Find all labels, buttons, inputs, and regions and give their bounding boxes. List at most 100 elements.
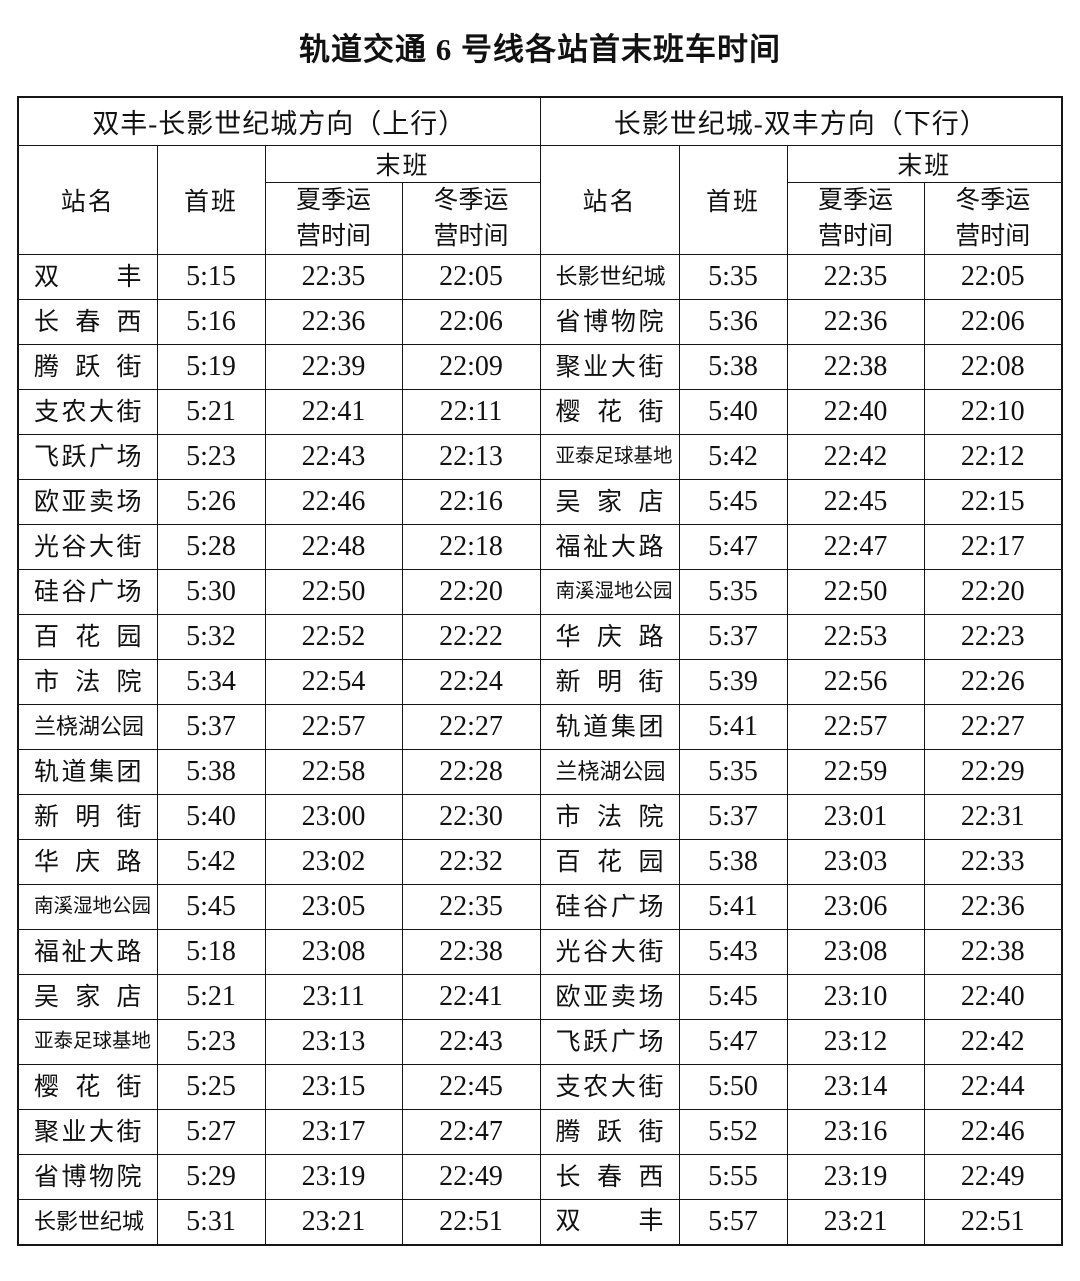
first-train-cell: 5:29 <box>156 1154 266 1200</box>
station-cell: 省博物院 <box>539 299 680 345</box>
winter-last-cell: 22:41 <box>401 974 541 1020</box>
first-train-cell: 5:55 <box>678 1154 788 1200</box>
summer-last-cell: 23:14 <box>786 1064 925 1110</box>
summer-last-cell: 22:54 <box>264 659 403 705</box>
winter-last-cell: 22:10 <box>923 389 1063 435</box>
table-row: 欧亚卖场 5:26 22:46 22:16 吴家店 5:45 22:45 22:15 <box>17 479 1063 525</box>
winter-last-cell: 22:05 <box>401 254 541 300</box>
winter-last-cell: 22:51 <box>923 1199 1063 1245</box>
station-cell: 支农大街 <box>17 389 158 435</box>
summer-last-cell: 22:46 <box>264 479 403 525</box>
first-train-cell: 5:52 <box>678 1109 788 1155</box>
direction-up-header: 双丰-长影世纪城方向（上行） <box>17 96 541 146</box>
winter-last-cell: 22:11 <box>401 389 541 435</box>
summer-last-cell: 23:06 <box>786 884 925 930</box>
winter-last-cell: 22:38 <box>401 929 541 975</box>
station-cell: 聚业大街 <box>539 344 680 390</box>
first-train-cell: 5:37 <box>678 614 788 660</box>
first-train-cell: 5:36 <box>678 299 788 345</box>
first-train-cell: 5:41 <box>678 884 788 930</box>
winter-last-cell: 22:46 <box>923 1109 1063 1155</box>
station-cell: 新明街 <box>539 659 680 705</box>
direction-down-header: 长影世纪城-双丰方向（下行） <box>539 96 1063 146</box>
winter-last-cell: 22:06 <box>923 299 1063 345</box>
station-cell: 樱花街 <box>17 1064 158 1110</box>
first-train-cell: 5:47 <box>678 524 788 570</box>
table-row: 百花园 5:32 22:52 22:22 华庆路 5:37 22:53 22:23 <box>17 614 1063 660</box>
winter-last-cell: 22:29 <box>923 749 1063 795</box>
station-cell: 飞跃广场 <box>539 1019 680 1065</box>
first-train-cell: 5:39 <box>678 659 788 705</box>
direction-header-row: 双丰-长影世纪城方向（上行） 长影世纪城-双丰方向（下行） <box>17 96 1063 146</box>
station-cell: 轨道集团 <box>17 749 158 795</box>
summer-last-cell: 23:19 <box>786 1154 925 1200</box>
summer-last-cell: 22:59 <box>786 749 925 795</box>
table-row: 新明街 5:40 23:00 22:30 市法院 5:37 23:01 22:31 <box>17 794 1063 840</box>
station-cell: 吴家店 <box>17 974 158 1020</box>
winter-last-cell: 22:27 <box>923 704 1063 750</box>
header-last-up: 末班 <box>264 145 541 183</box>
station-cell: 百花园 <box>539 839 680 885</box>
first-train-cell: 5:23 <box>156 1019 266 1065</box>
winter-last-cell: 22:20 <box>401 569 541 615</box>
station-cell: 双丰 <box>17 254 158 300</box>
winter-last-cell: 22:16 <box>401 479 541 525</box>
winter-last-cell: 22:13 <box>401 434 541 480</box>
summer-last-cell: 22:43 <box>264 434 403 480</box>
station-cell: 双丰 <box>539 1199 680 1245</box>
station-cell: 兰桡湖公园 <box>17 704 158 750</box>
station-cell: 市法院 <box>17 659 158 705</box>
header-summer-down: 夏季运营时间 <box>786 182 925 255</box>
summer-last-cell: 22:41 <box>264 389 403 435</box>
summer-last-cell: 23:11 <box>264 974 403 1020</box>
first-train-cell: 5:21 <box>156 389 266 435</box>
winter-last-cell: 22:44 <box>923 1064 1063 1110</box>
table-row: 福祉大路 5:18 23:08 22:38 光谷大街 5:43 23:08 22:38 <box>17 929 1063 975</box>
summer-last-cell: 22:58 <box>264 749 403 795</box>
first-train-cell: 5:42 <box>156 839 266 885</box>
first-train-cell: 5:19 <box>156 344 266 390</box>
winter-last-cell: 22:49 <box>401 1154 541 1200</box>
summer-last-cell: 22:57 <box>786 704 925 750</box>
summer-last-cell: 22:35 <box>786 254 925 300</box>
winter-last-cell: 22:45 <box>401 1064 541 1110</box>
first-train-cell: 5:40 <box>156 794 266 840</box>
first-train-cell: 5:50 <box>678 1064 788 1110</box>
winter-last-cell: 22:06 <box>401 299 541 345</box>
winter-last-cell: 22:08 <box>923 344 1063 390</box>
station-cell: 长影世纪城 <box>539 254 680 300</box>
header-station-up: 站名 <box>17 145 158 255</box>
summer-last-cell: 23:08 <box>786 929 925 975</box>
table-row: 光谷大街 5:28 22:48 22:18 福祉大路 5:47 22:47 22:17 <box>17 524 1063 570</box>
winter-last-cell: 22:18 <box>401 524 541 570</box>
station-cell: 亚泰足球基地 <box>539 434 680 480</box>
timetable: 双丰-长影世纪城方向（上行） 长影世纪城-双丰方向（下行） 站名 首班 末班 站… <box>17 96 1063 1246</box>
first-train-cell: 5:34 <box>156 659 266 705</box>
summer-last-cell: 22:40 <box>786 389 925 435</box>
first-train-cell: 5:38 <box>678 344 788 390</box>
table-row: 南溪湿地公园 5:45 23:05 22:35 硅谷广场 5:41 23:06 22:36 <box>17 884 1063 930</box>
summer-last-cell: 22:50 <box>786 569 925 615</box>
summer-last-cell: 22:56 <box>786 659 925 705</box>
header-first-up: 首班 <box>156 145 266 255</box>
summer-last-cell: 23:10 <box>786 974 925 1020</box>
first-train-cell: 5:38 <box>678 839 788 885</box>
winter-last-cell: 22:15 <box>923 479 1063 525</box>
first-train-cell: 5:43 <box>678 929 788 975</box>
station-cell: 光谷大街 <box>17 524 158 570</box>
station-cell: 长影世纪城 <box>17 1199 158 1245</box>
winter-last-cell: 22:47 <box>401 1109 541 1155</box>
station-cell: 腾跃街 <box>17 344 158 390</box>
station-cell: 兰桡湖公园 <box>539 749 680 795</box>
page-title: 轨道交通 6 号线各站首末班车时间 <box>299 32 781 67</box>
winter-last-cell: 22:17 <box>923 524 1063 570</box>
station-cell: 省博物院 <box>17 1154 158 1200</box>
summer-last-cell: 22:45 <box>786 479 925 525</box>
first-train-cell: 5:37 <box>156 704 266 750</box>
first-train-cell: 5:31 <box>156 1199 266 1245</box>
summer-last-cell: 22:39 <box>264 344 403 390</box>
first-train-cell: 5:30 <box>156 569 266 615</box>
first-train-cell: 5:32 <box>156 614 266 660</box>
winter-last-cell: 22:22 <box>401 614 541 660</box>
header-winter-down: 冬季运营时间 <box>923 182 1063 255</box>
